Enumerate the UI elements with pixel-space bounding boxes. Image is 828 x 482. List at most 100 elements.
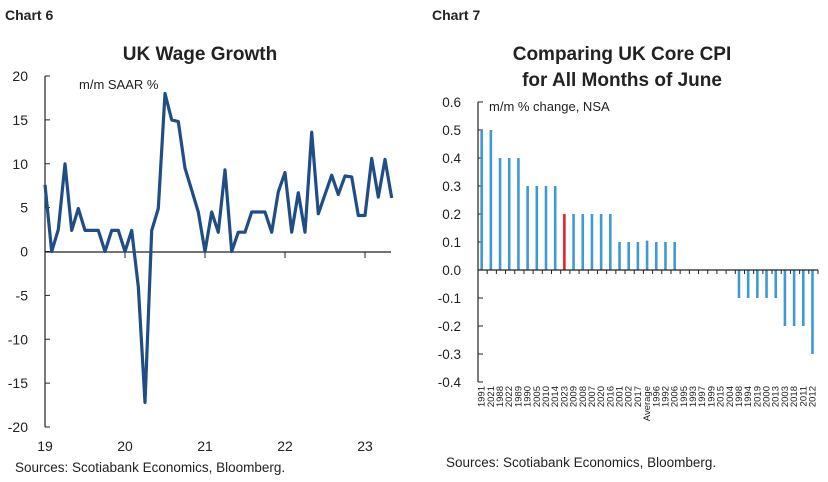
x-tick-label: 2005 <box>532 386 543 407</box>
bar-2013 <box>774 270 778 298</box>
bar-2018 <box>792 270 796 326</box>
y-tick-label: -15 <box>8 375 28 391</box>
x-tick-label: 2014 <box>550 386 561 407</box>
y-tick-label: -0.3 <box>438 347 461 362</box>
x-tick-label: 1998 <box>734 386 745 407</box>
bar-2017 <box>636 242 640 270</box>
x-tick-label: 21 <box>197 438 213 454</box>
bar-2001 <box>618 242 621 270</box>
panel-label: Chart 6 <box>5 7 53 23</box>
x-tick-label: 2023 <box>559 386 570 407</box>
x-tick-label: 1994 <box>743 386 754 407</box>
x-tick-label: 1992 <box>660 386 671 407</box>
bar-2002 <box>627 242 631 270</box>
x-tick-label: 2013 <box>771 386 782 407</box>
x-tick-label: 2003 <box>780 386 791 407</box>
x-tick-label: 20 <box>117 438 133 454</box>
chart-title: UK Wage Growth <box>123 44 277 65</box>
x-tick-label: 19 <box>37 438 53 454</box>
bar-2000 <box>765 270 768 298</box>
bar-average <box>645 240 649 270</box>
x-tick-label: 2000 <box>762 386 773 407</box>
y-tick-label: -10 <box>8 331 28 347</box>
x-tick-label: 2019 <box>752 386 763 407</box>
y-tick-label: 0.2 <box>442 207 461 222</box>
x-tick-label: 2010 <box>541 386 552 407</box>
x-tick-label: 2009 <box>569 386 580 407</box>
y-tick-label: 0.5 <box>442 123 461 138</box>
bar-1992 <box>664 242 667 270</box>
bar-2009 <box>572 214 575 270</box>
x-tick-label: 1991 <box>477 386 488 407</box>
y-tick-label: 0.3 <box>442 179 461 194</box>
bar-1989 <box>517 158 520 270</box>
bar-2023 <box>563 214 566 270</box>
bar-2003 <box>783 270 787 326</box>
x-tick-label: 1997 <box>697 386 708 407</box>
panel-label: Chart 7 <box>432 7 480 23</box>
y-tick-label: 0.4 <box>442 151 461 166</box>
y-tick-label: -0.1 <box>438 291 461 306</box>
y-tick-label: -0.4 <box>438 375 462 390</box>
bar-1998 <box>737 270 741 298</box>
bar-2014 <box>553 186 557 270</box>
bar-2021 <box>489 130 493 270</box>
y-tick-label: 0.6 <box>442 95 461 110</box>
x-tick-label: 2011 <box>798 386 809 406</box>
bar-2022 <box>507 158 511 270</box>
y-tick-label: 0.0 <box>442 263 461 278</box>
chart-title-line-2: for All Months of June <box>522 70 722 91</box>
x-tick-label: 2017 <box>633 386 644 407</box>
x-tick-label: 2022 <box>504 386 515 407</box>
x-tick-label: 2016 <box>605 386 616 407</box>
x-tick-label: 2020 <box>596 386 607 407</box>
y-tick-label: 15 <box>12 112 28 128</box>
x-tick-label: 1996 <box>651 386 662 407</box>
bar-2020 <box>599 214 603 270</box>
x-tick-label: 1993 <box>688 386 699 407</box>
bar-2007 <box>590 214 594 270</box>
x-tick-label: 1999 <box>706 386 717 407</box>
bar-1988 <box>498 158 502 270</box>
bar-2012 <box>811 270 814 354</box>
x-tick-label: 2002 <box>624 386 635 407</box>
x-tick-label: Average <box>642 386 653 421</box>
bar-2011 <box>801 270 805 326</box>
chart-6: Chart 6 UK Wage Growth m/m SAAR % 20 15 10… <box>5 7 394 475</box>
x-tick-label: 1995 <box>679 386 690 407</box>
bar-1991 <box>480 130 483 270</box>
x-tick-label: 2006 <box>670 386 681 407</box>
x-tick-label: 2012 <box>807 386 818 407</box>
unit-label: m/m % change, NSA <box>489 99 610 114</box>
x-tick-label: 1989 <box>513 386 524 407</box>
bar-2006 <box>673 242 676 270</box>
unit-label: m/m SAAR % <box>79 77 159 92</box>
bar-1990 <box>526 186 529 270</box>
x-tick-label: 2008 <box>578 386 589 407</box>
bar-2008 <box>581 214 585 270</box>
x-tick-label: 1990 <box>523 386 534 407</box>
bar-2019 <box>756 270 759 298</box>
y-tick-label: 10 <box>12 156 28 172</box>
x-tick-label: 2021 <box>486 386 497 407</box>
y-tick-label: -20 <box>8 419 28 435</box>
bar-1996 <box>654 242 658 270</box>
x-tick-label: 2018 <box>789 386 800 407</box>
x-tick-label: 22 <box>277 438 293 454</box>
bar-2010 <box>544 186 548 270</box>
bar-1994 <box>746 270 750 298</box>
bar-2005 <box>535 186 539 270</box>
x-tick-label: 2015 <box>716 386 727 407</box>
series-line <box>43 91 394 404</box>
x-tick-label: 1988 <box>495 386 506 407</box>
y-tick-label: -0.2 <box>438 319 461 334</box>
y-tick-label: 5 <box>20 200 28 216</box>
x-tick-label: 2007 <box>587 386 598 407</box>
chart-7: Chart 7 Comparing UK Core CPI for All Mo… <box>432 7 819 470</box>
x-tick-label: 2001 <box>615 386 626 407</box>
x-tick-label: 2004 <box>725 386 736 407</box>
source-note: Sources: Scotiabank Economics, Bloomberg… <box>15 460 285 475</box>
source-note: Sources: Scotiabank Economics, Bloomberg… <box>446 455 716 470</box>
chart-title-line-1: Comparing UK Core CPI <box>513 44 732 65</box>
